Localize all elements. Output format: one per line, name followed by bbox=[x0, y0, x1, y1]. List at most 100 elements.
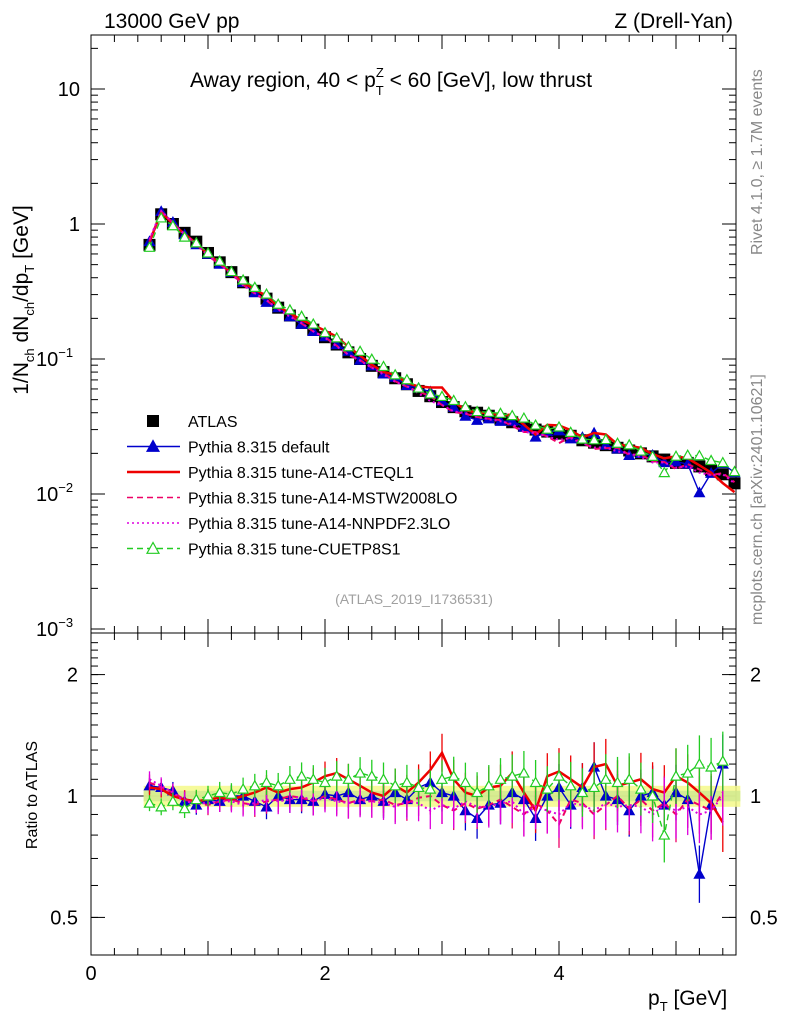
main-tick-label: 1 bbox=[69, 214, 80, 236]
main-series-marker bbox=[213, 254, 226, 266]
ratio-tick-label: 2 bbox=[67, 665, 78, 687]
main-series-marker bbox=[529, 430, 542, 442]
main-series-marker bbox=[459, 400, 472, 412]
main-series-marker bbox=[529, 418, 542, 430]
main-series-marker bbox=[634, 444, 647, 456]
legend-label: Pythia 8.315 tune-A14-MSTW2008LO bbox=[188, 491, 457, 508]
legend-label: ATLAS bbox=[188, 414, 238, 431]
ratio-series-marker bbox=[669, 769, 683, 781]
ratio-series-marker bbox=[599, 773, 612, 784]
main-series-marker bbox=[506, 409, 519, 421]
ratio-series-marker bbox=[272, 779, 285, 791]
main-series-marker bbox=[541, 423, 554, 434]
ratio-series-marker bbox=[400, 776, 413, 788]
ratio-series-marker bbox=[248, 779, 261, 791]
mcplots-label: mcplots.cern.ch [arXiv:2401.10621] bbox=[749, 374, 766, 625]
y-axis-label-main: 1/Nch dNch/dpT [GeV] bbox=[10, 205, 37, 395]
ratio-series-marker bbox=[611, 776, 624, 788]
main-series-marker bbox=[693, 486, 706, 498]
main-series-marker bbox=[201, 246, 215, 258]
main-series-marker bbox=[283, 303, 296, 315]
ratio-series-marker bbox=[213, 786, 226, 798]
main-series-marker bbox=[517, 411, 530, 423]
main-series-marker bbox=[248, 281, 261, 292]
main-series-marker bbox=[178, 230, 191, 242]
ratio-series-marker bbox=[412, 781, 425, 793]
ratio-tick-label-right: 0.5 bbox=[750, 907, 778, 929]
main-series-marker bbox=[623, 438, 636, 450]
main-series-marker bbox=[412, 381, 425, 393]
ratio-tick-label-right: 1 bbox=[750, 786, 761, 808]
main-tick-label: 10−2 bbox=[36, 480, 73, 506]
main-series-line bbox=[148, 209, 736, 485]
rivet-version-label: Rivet 4.1.0, ≥ 1.7M events bbox=[749, 69, 766, 255]
energy-label: 13000 GeV pp bbox=[104, 10, 239, 33]
main-series-marker bbox=[295, 310, 308, 321]
main-series-marker bbox=[482, 406, 495, 417]
main-series-marker bbox=[225, 265, 238, 277]
main-series-marker bbox=[190, 236, 203, 248]
ratio-tick-label: 0.5 bbox=[50, 907, 78, 929]
legend: ATLAS Pythia 8.315 default Pythia 8.315 tu… bbox=[127, 414, 457, 559]
ratio-series-marker bbox=[693, 867, 706, 879]
main-series-marker bbox=[646, 450, 659, 461]
ratio-series-marker bbox=[424, 782, 437, 794]
main-series-marker bbox=[728, 465, 741, 477]
ratio-series-marker bbox=[307, 773, 320, 784]
main-series-marker bbox=[693, 449, 706, 461]
legend-label: Pythia 8.315 tune-A14-CTEQL1 bbox=[188, 465, 414, 482]
main-tick-label: 10−1 bbox=[36, 345, 73, 371]
ratio-series-marker bbox=[459, 776, 472, 788]
ratio-series-marker bbox=[389, 779, 402, 791]
ratio-series-marker bbox=[529, 776, 542, 788]
main-series-marker bbox=[166, 219, 179, 231]
y-axis-label-ratio: Ratio to ATLAS bbox=[24, 741, 41, 849]
process-label: Z (Drell-Yan) bbox=[614, 10, 733, 33]
ratio-series-marker bbox=[576, 786, 589, 798]
main-series-marker bbox=[318, 326, 332, 338]
main-series-marker bbox=[576, 432, 589, 444]
legend-marker-atlas bbox=[147, 415, 159, 427]
ratio-series-marker bbox=[318, 776, 332, 788]
ratio-series-marker bbox=[705, 760, 718, 772]
plot-title: Away region, 40 < pZ T < 60 [GeV], low th… bbox=[190, 65, 592, 98]
atlas-data-point bbox=[716, 468, 729, 481]
main-series-line bbox=[148, 216, 735, 474]
main-series-marker bbox=[155, 211, 168, 223]
main-series-marker bbox=[354, 345, 367, 356]
svg-text:1/Nch dNch/dpT [GeV]: 1/Nch dNch/dpT [GeV] bbox=[10, 205, 37, 395]
ratio-series-marker bbox=[658, 828, 671, 840]
legend-label: Pythia 8.315 tune-A14-NNPDF2.3LO bbox=[188, 516, 450, 533]
x-axis-label: pT [GeV] bbox=[648, 987, 727, 1014]
main-series-layer bbox=[143, 205, 741, 498]
ratio-series-marker bbox=[166, 795, 179, 806]
ratio-series-marker bbox=[494, 773, 507, 784]
ratio-series-marker bbox=[564, 779, 577, 791]
legend-marker bbox=[145, 439, 161, 452]
main-series-marker bbox=[705, 454, 718, 466]
ratio-series-marker bbox=[201, 789, 215, 801]
main-series-marker bbox=[658, 466, 671, 478]
ratio-series-line bbox=[149, 781, 724, 827]
main-series-marker bbox=[588, 433, 601, 445]
ratio-series-marker bbox=[342, 773, 355, 784]
ratio-tick-label: 1 bbox=[67, 786, 78, 808]
ratio-series-marker bbox=[552, 769, 566, 781]
legend-label: Pythia 8.315 tune-CUETP8S1 bbox=[188, 542, 401, 559]
ratio-series-marker bbox=[716, 754, 729, 766]
x-tick-label: 2 bbox=[319, 963, 330, 985]
ratio-series-marker bbox=[693, 757, 706, 769]
main-series-marker bbox=[471, 405, 484, 417]
ratio-series-marker bbox=[178, 802, 191, 814]
ratio-series-marker bbox=[634, 782, 647, 794]
main-series-marker bbox=[552, 420, 566, 432]
ratio-series-marker bbox=[377, 773, 390, 784]
main-series-marker bbox=[716, 456, 729, 468]
legend-marker bbox=[145, 541, 161, 554]
ratio-series-marker bbox=[237, 782, 250, 794]
main-series-marker bbox=[669, 455, 683, 467]
main-series-marker bbox=[377, 360, 390, 372]
ratio-series-marker bbox=[354, 766, 367, 778]
main-series-marker bbox=[681, 448, 694, 460]
